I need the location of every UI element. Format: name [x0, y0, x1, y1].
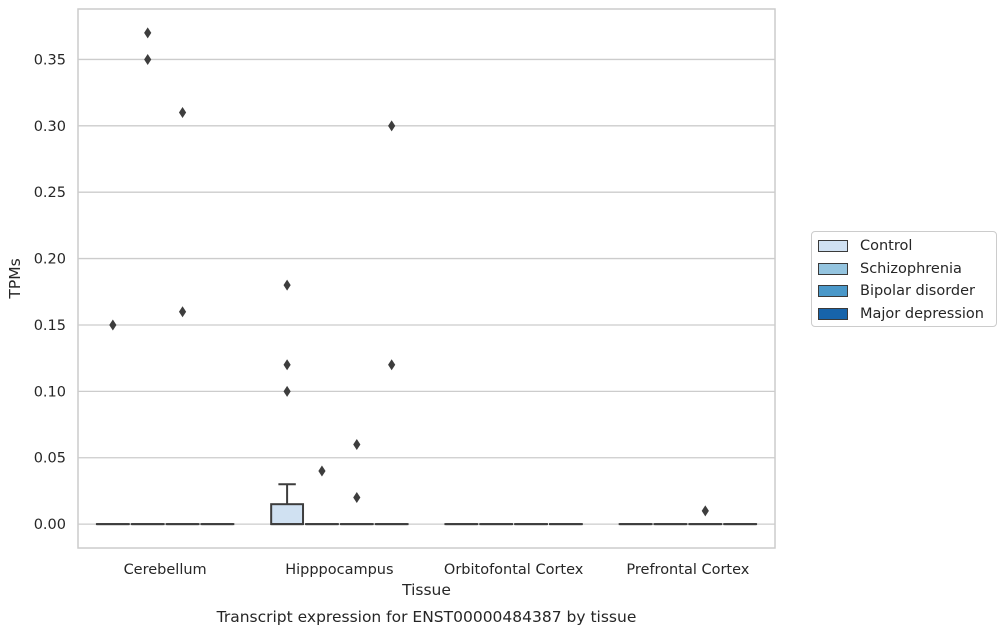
- y-tick-label: 0.30: [34, 119, 66, 135]
- box-control: [270, 483, 305, 526]
- y-tick-label: 0.00: [34, 517, 66, 533]
- outlier-point: [353, 492, 361, 504]
- x-tick-label: Orbitofontal Cortex: [444, 562, 584, 578]
- outlier-point: [178, 306, 187, 318]
- y-tick-label: 0.35: [34, 52, 66, 68]
- outlier-point: [318, 465, 326, 477]
- box: [270, 503, 305, 526]
- y-tick-label: 0.25: [34, 185, 66, 201]
- y-tick-label: 0.20: [34, 252, 66, 268]
- box-series: [95, 483, 758, 526]
- grid-lines: [78, 58, 775, 525]
- legend-item: Major depression: [818, 304, 984, 324]
- legend-swatch: [818, 262, 848, 275]
- legend-item: Schizophrenia: [818, 259, 962, 279]
- x-axis-label: Tissue: [401, 581, 451, 599]
- x-tick-label: Prefrontal Cortex: [626, 562, 749, 578]
- chart-caption: Transcript expression for ENST0000048438…: [216, 608, 637, 626]
- plot-area-frame: [77, 8, 776, 549]
- legend-swatch: [818, 285, 848, 297]
- outlier-points: [109, 27, 709, 517]
- outlier-point: [283, 359, 291, 371]
- y-tick-label: 0.05: [34, 451, 66, 467]
- outlier-point: [178, 107, 187, 119]
- x-tick-label: Cerebellum: [124, 562, 207, 578]
- x-tick-label: Hipppocampus: [285, 562, 393, 578]
- y-axis-ticks: 0.00 0.05 0.10 0.15 0.20 0.25 0.30 0.35: [34, 52, 66, 533]
- outlier-point: [701, 505, 709, 517]
- outlier-point: [388, 359, 396, 371]
- legend-swatch: [818, 240, 848, 252]
- legend-item: Bipolar disorder: [818, 281, 975, 301]
- outlier-point: [144, 27, 152, 39]
- legend-item: Control: [818, 236, 912, 256]
- y-axis-label: TPMs: [6, 258, 24, 299]
- legend-label: Major depression: [860, 305, 984, 322]
- y-tick-label: 0.15: [34, 318, 66, 334]
- outlier-point: [283, 385, 291, 397]
- legend-label: Control: [860, 238, 913, 254]
- legend-label: Schizophrenia: [860, 260, 962, 277]
- outlier-point: [109, 319, 117, 331]
- outlier-point: [283, 279, 291, 291]
- outlier-point: [388, 120, 396, 132]
- outlier-point: [353, 438, 361, 450]
- legend: Control Schizophrenia Bipolar disorder Majo…: [811, 231, 997, 327]
- outlier-point: [144, 53, 152, 65]
- legend-label: Bipolar disorder: [860, 283, 975, 299]
- legend-swatch: [818, 307, 848, 320]
- y-tick-label: 0.10: [34, 384, 66, 400]
- x-axis-ticks: Cerebellum Hipppocampus Orbitofontal Corte…: [124, 562, 750, 578]
